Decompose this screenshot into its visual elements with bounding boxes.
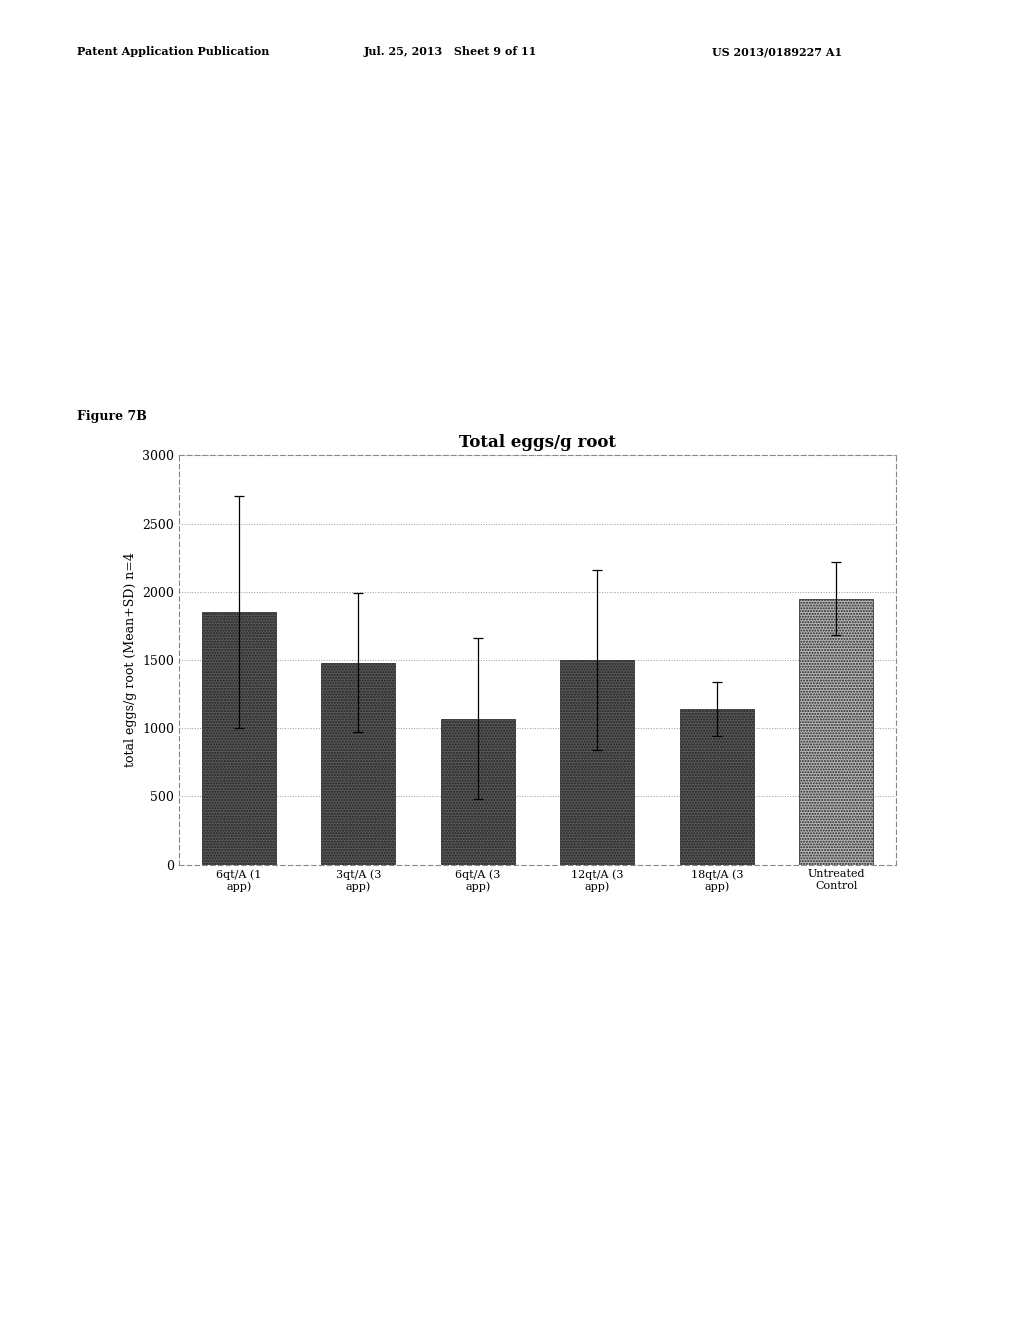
Text: Patent Application Publication: Patent Application Publication: [77, 46, 269, 58]
Bar: [202, 612, 275, 865]
Text: Figure 7B: Figure 7B: [77, 409, 146, 422]
Bar: [799, 599, 873, 865]
Bar: [440, 718, 515, 865]
Text: US 2013/0189227 A1: US 2013/0189227 A1: [712, 46, 842, 58]
Bar: [560, 660, 634, 865]
Y-axis label: total eggs/g root (Mean+SD) n=4: total eggs/g root (Mean+SD) n=4: [124, 553, 137, 767]
Title: Total eggs/g root: Total eggs/g root: [459, 434, 616, 451]
Text: Jul. 25, 2013   Sheet 9 of 11: Jul. 25, 2013 Sheet 9 of 11: [364, 46, 537, 58]
Bar: [680, 709, 754, 865]
Bar: [322, 663, 395, 865]
